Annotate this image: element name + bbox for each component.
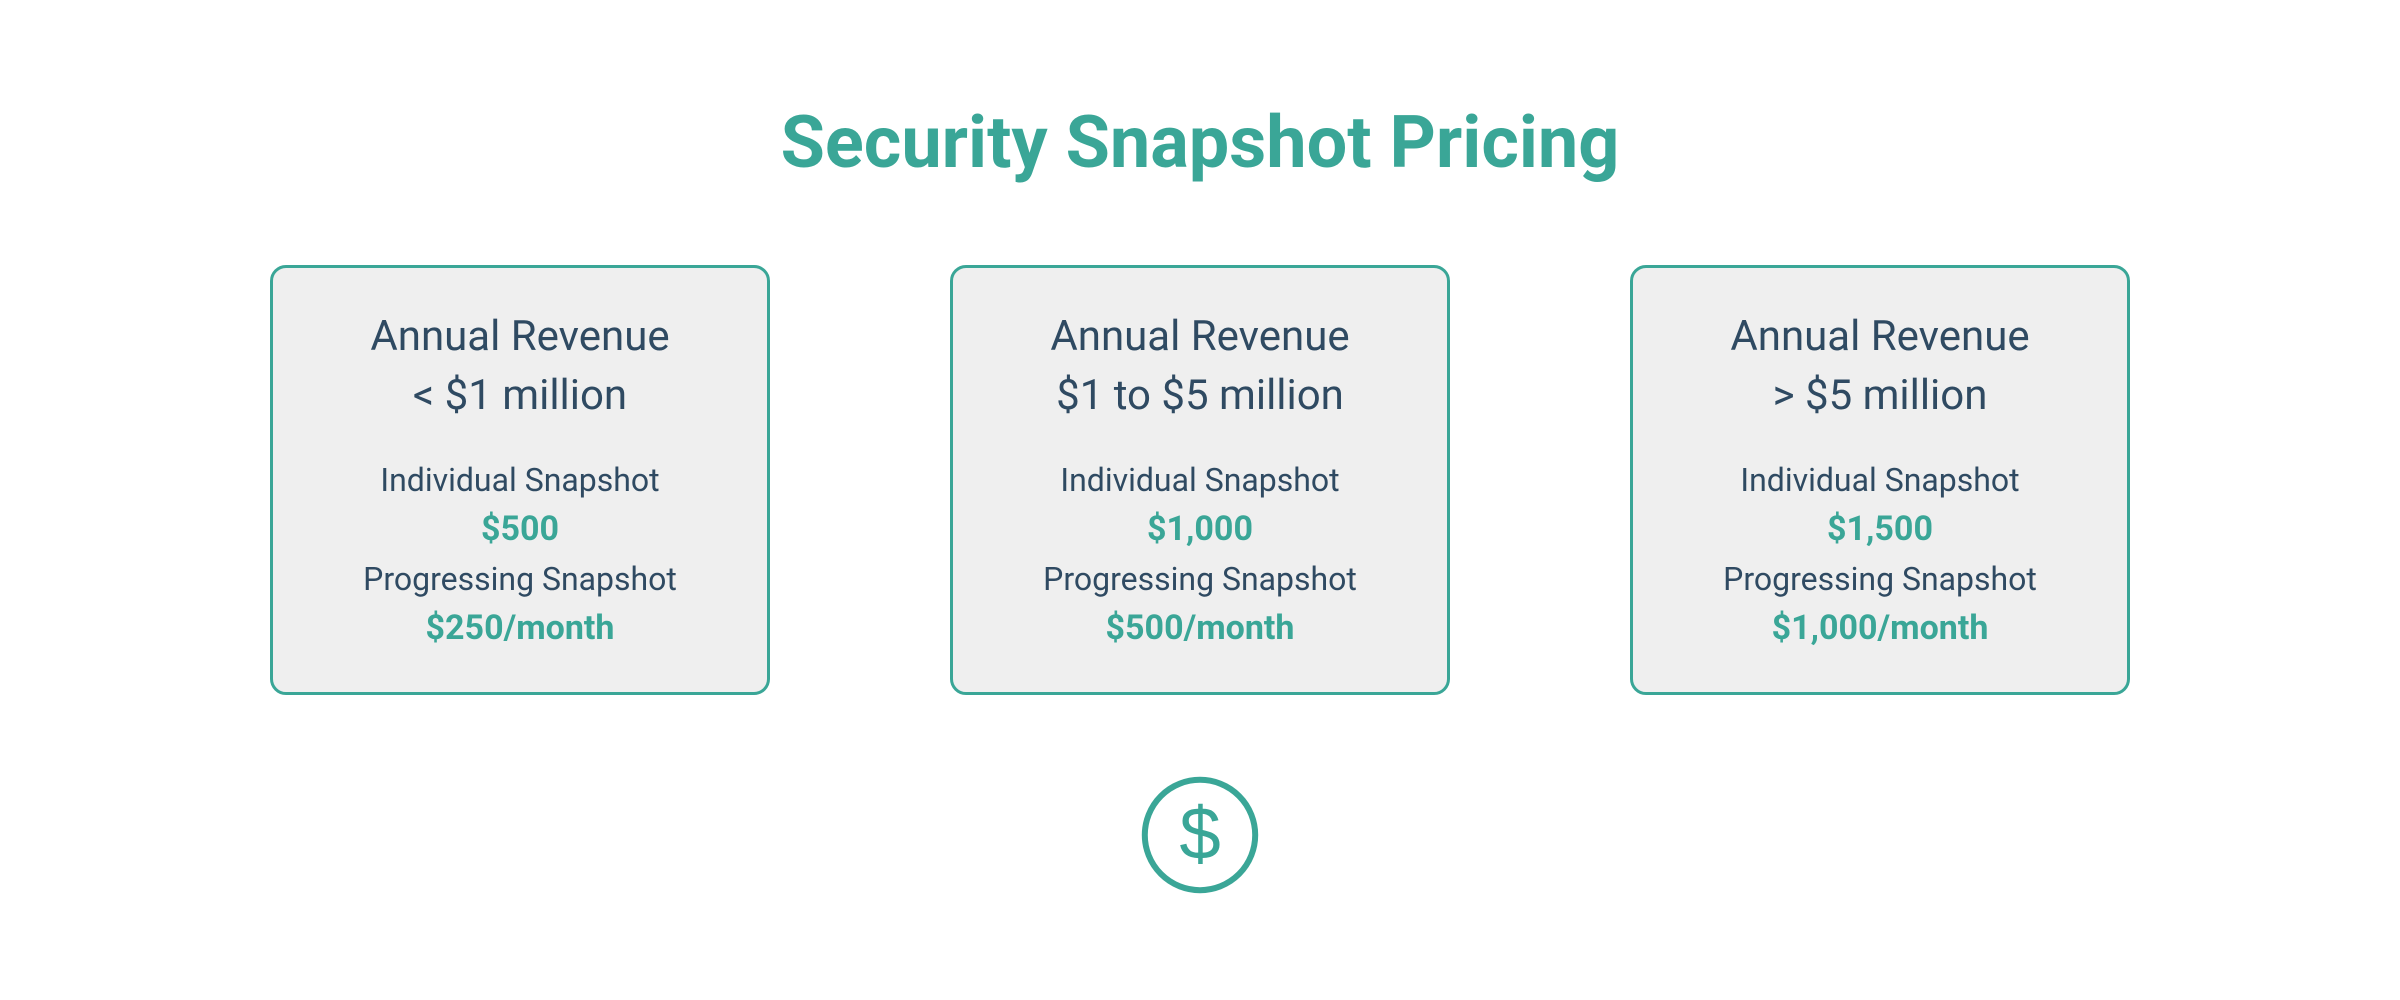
individual-label: Individual Snapshot — [1043, 456, 1357, 504]
individual-label: Individual Snapshot — [363, 456, 677, 504]
pricing-card-tier-3: Annual Revenue > $5 million Individual S… — [1630, 265, 2130, 695]
dollar-icon: $ — [1140, 775, 1260, 899]
individual-price: $1,000 — [1043, 504, 1357, 555]
pricing-cards-container: Annual Revenue < $1 million Individual S… — [270, 265, 2130, 695]
progressing-price: $500/month — [1043, 603, 1357, 654]
page-title: Security Snapshot Pricing — [781, 100, 1620, 185]
individual-price: $1,500 — [1723, 504, 2037, 555]
card-title-line-2: $1 to $5 million — [1056, 367, 1344, 426]
card-title-line-2: < $1 million — [413, 367, 627, 426]
progressing-label: Progressing Snapshot — [363, 555, 677, 603]
pricing-card-tier-2: Annual Revenue $1 to $5 million Individu… — [950, 265, 1450, 695]
card-body: Individual Snapshot $1,000 Progressing S… — [1043, 456, 1357, 654]
progressing-label: Progressing Snapshot — [1723, 555, 2037, 603]
card-title-line-1: Annual Revenue — [1050, 308, 1349, 367]
progressing-label: Progressing Snapshot — [1043, 555, 1357, 603]
card-title-line-1: Annual Revenue — [370, 308, 669, 367]
card-title-line-1: Annual Revenue — [1730, 308, 2029, 367]
svg-text:$: $ — [1179, 792, 1220, 875]
individual-price: $500 — [363, 504, 677, 555]
card-body: Individual Snapshot $500 Progressing Sna… — [363, 456, 677, 654]
pricing-card-tier-1: Annual Revenue < $1 million Individual S… — [270, 265, 770, 695]
progressing-price: $250/month — [363, 603, 677, 654]
progressing-price: $1,000/month — [1723, 603, 2037, 654]
individual-label: Individual Snapshot — [1723, 456, 2037, 504]
card-title-line-2: > $5 million — [1773, 367, 1988, 426]
card-body: Individual Snapshot $1,500 Progressing S… — [1723, 456, 2037, 654]
